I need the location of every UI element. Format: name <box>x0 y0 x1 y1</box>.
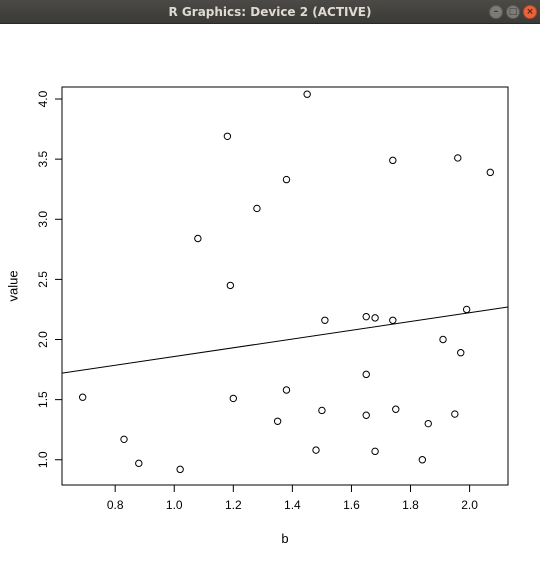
data-point-6 <box>226 281 235 290</box>
x-axis-label: b <box>281 531 288 546</box>
data-point-29 <box>457 349 465 357</box>
y-tick-label-0: 1.0 <box>36 451 50 468</box>
minimize-icon[interactable]: – <box>489 5 503 19</box>
close-icon[interactable]: × <box>523 5 537 19</box>
regression-line <box>61 306 509 374</box>
y-tick-label-4: 3.0 <box>36 211 50 228</box>
data-point-14 <box>318 406 326 415</box>
y-tick-label-5: 3.5 <box>36 150 50 167</box>
data-point-21 <box>389 156 397 165</box>
data-point-17 <box>362 370 370 379</box>
window-titlebar[interactable]: R Graphics: Device 2 (ACTIVE) – □ × <box>0 0 540 24</box>
scatter-chart: 0.8 1.0 1.2 1.4 1.6 1.8 2.0 1.0 1.5 2.0 2.5 3.0 3.5… <box>5 86 509 546</box>
data-point-23 <box>392 405 400 413</box>
y-tick-label-6: 4.0 <box>36 90 50 107</box>
window-title: R Graphics: Device 2 (ACTIVE) <box>168 5 372 19</box>
y-axis: 1.0 1.5 2.0 2.5 3.0 3.5 4.0 <box>36 90 63 468</box>
data-point-30 <box>462 305 471 314</box>
data-point-28 <box>454 154 462 162</box>
data-point-11 <box>282 386 291 394</box>
data-point-20 <box>371 447 379 456</box>
data-point-27 <box>451 410 459 418</box>
data-point-15 <box>321 316 329 324</box>
data-point-24 <box>418 456 427 464</box>
data-point-31 <box>486 168 494 177</box>
x-tick-label-0: 0.8 <box>107 498 124 512</box>
x-tick-label-4: 1.6 <box>343 498 360 512</box>
data-point-22 <box>389 316 397 324</box>
data-point-13 <box>312 446 320 454</box>
data-point-8 <box>253 204 261 213</box>
y-axis-label: value <box>5 270 20 301</box>
plot-area: 0.8 1.0 1.2 1.4 1.6 1.8 2.0 1.0 1.5 2.0 2.5 3.0 3.5… <box>0 24 540 564</box>
x-tick-label-6: 2.0 <box>461 498 478 512</box>
data-point-10 <box>282 175 291 184</box>
data-point-4 <box>194 234 202 243</box>
y-tick-label-3: 2.5 <box>36 271 50 288</box>
data-point-3 <box>176 465 184 474</box>
data-point-18 <box>362 411 370 419</box>
data-point-1 <box>120 435 128 444</box>
data-point-12 <box>303 90 311 98</box>
data-point-0 <box>78 393 87 401</box>
y-tick-label-2: 2.0 <box>36 331 50 348</box>
data-point-25 <box>424 419 432 428</box>
data-point-9 <box>273 417 282 425</box>
plot-frame <box>61 86 509 486</box>
data-point-26 <box>439 335 447 344</box>
x-tick-label-3: 1.4 <box>284 498 301 512</box>
data-point-16 <box>362 312 370 321</box>
data-point-5 <box>223 132 232 140</box>
data-point-7 <box>229 394 238 403</box>
maximize-icon[interactable]: □ <box>506 5 520 19</box>
data-point-19 <box>371 314 379 322</box>
points-group <box>78 90 494 474</box>
y-tick-label-1: 1.5 <box>36 391 50 408</box>
regression-line-group <box>61 306 509 374</box>
x-tick-label-5: 1.8 <box>402 498 419 512</box>
x-tick-label-2: 1.2 <box>225 498 242 512</box>
x-tick-label-1: 1.0 <box>166 498 183 512</box>
data-point-2 <box>135 459 143 468</box>
x-axis: 0.8 1.0 1.2 1.4 1.6 1.8 2.0 <box>107 484 478 512</box>
